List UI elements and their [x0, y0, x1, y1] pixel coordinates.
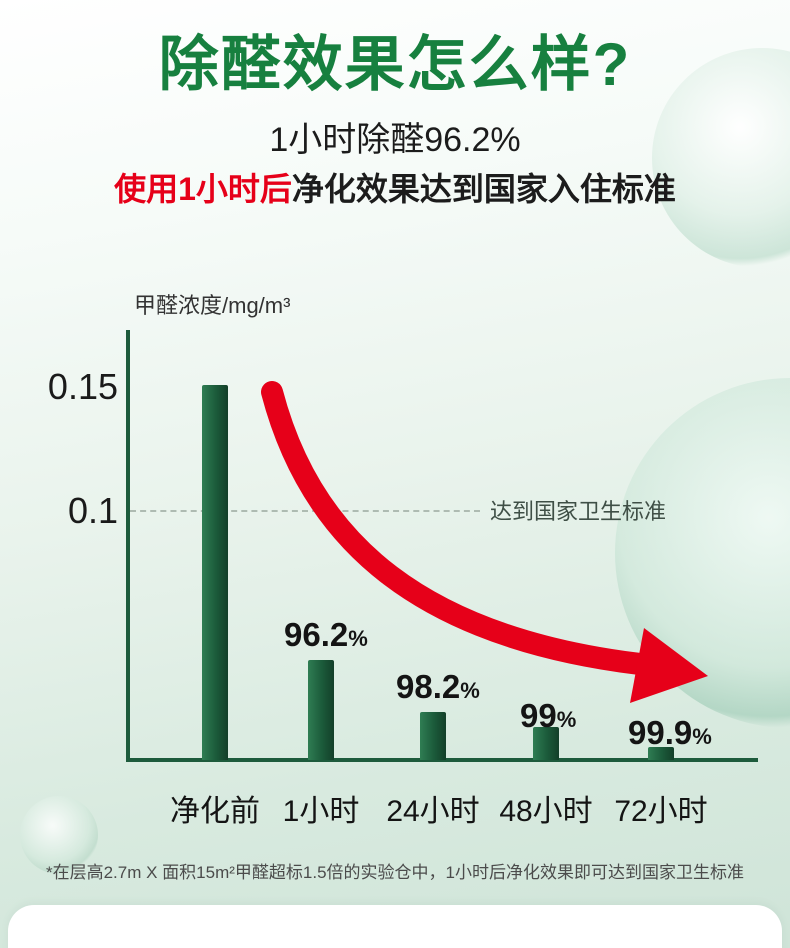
bar-label-1-hour: 96.2% [284, 616, 368, 654]
bottom-card-edge [8, 905, 782, 948]
bar-72-hours [648, 747, 674, 760]
x-tick-before-purification: 净化前 [170, 795, 260, 828]
x-tick-24-hours: 24小时 [386, 795, 480, 828]
bar-label-24-hours: 98.2% [396, 668, 480, 706]
reference-line-label: 达到国家卫生标准 [490, 499, 667, 524]
footnote: *在层高2.7m X 面积15m²甲醛超标1.5倍的实验仓中，1小时后净化效果即… [45, 863, 744, 882]
bar-48-hours [533, 727, 559, 760]
y-axis [126, 330, 130, 762]
bar-label-72-hours: 99.9% [628, 714, 712, 752]
subtitle-highlight-text: 使用1小时后 [114, 171, 292, 207]
y-axis-label: 甲醛浓度/mg/m³ [134, 293, 291, 318]
bar-24-hours [420, 712, 446, 760]
subtitle-line1: 1小时除醛96.2% [269, 121, 521, 159]
x-tick-48-hours: 48小时 [499, 795, 593, 828]
percent-sign: % [556, 707, 577, 732]
bar-label-value: 98.2 [396, 668, 461, 705]
x-tick-72-hours: 72小时 [614, 795, 708, 828]
bar-label-value: 99 [520, 697, 557, 734]
percent-sign: % [348, 626, 368, 651]
page-title: 除醛效果怎么样? [158, 31, 632, 98]
reference-dashed-line [130, 510, 480, 512]
x-tick-1-hour: 1小时 [282, 795, 360, 828]
bar-before-purification [202, 385, 228, 760]
subtitle-line2: 使用1小时后净化效果达到国家入住标准 [0, 164, 790, 210]
x-axis [126, 758, 758, 762]
subtitle-rest-text: 净化效果达到国家入住标准 [291, 171, 676, 207]
bar-label-value: 99.9 [628, 714, 693, 751]
percent-sign: % [692, 724, 712, 749]
bar-label-48-hours: 99% [520, 697, 576, 735]
bar-1-hour [308, 660, 334, 760]
y-tick-label-0-15: 0.15 [47, 366, 118, 407]
bar-label-value: 96.2 [284, 616, 349, 653]
y-tick-label-0-1: 0.1 [67, 490, 118, 531]
percent-sign: % [460, 678, 480, 703]
